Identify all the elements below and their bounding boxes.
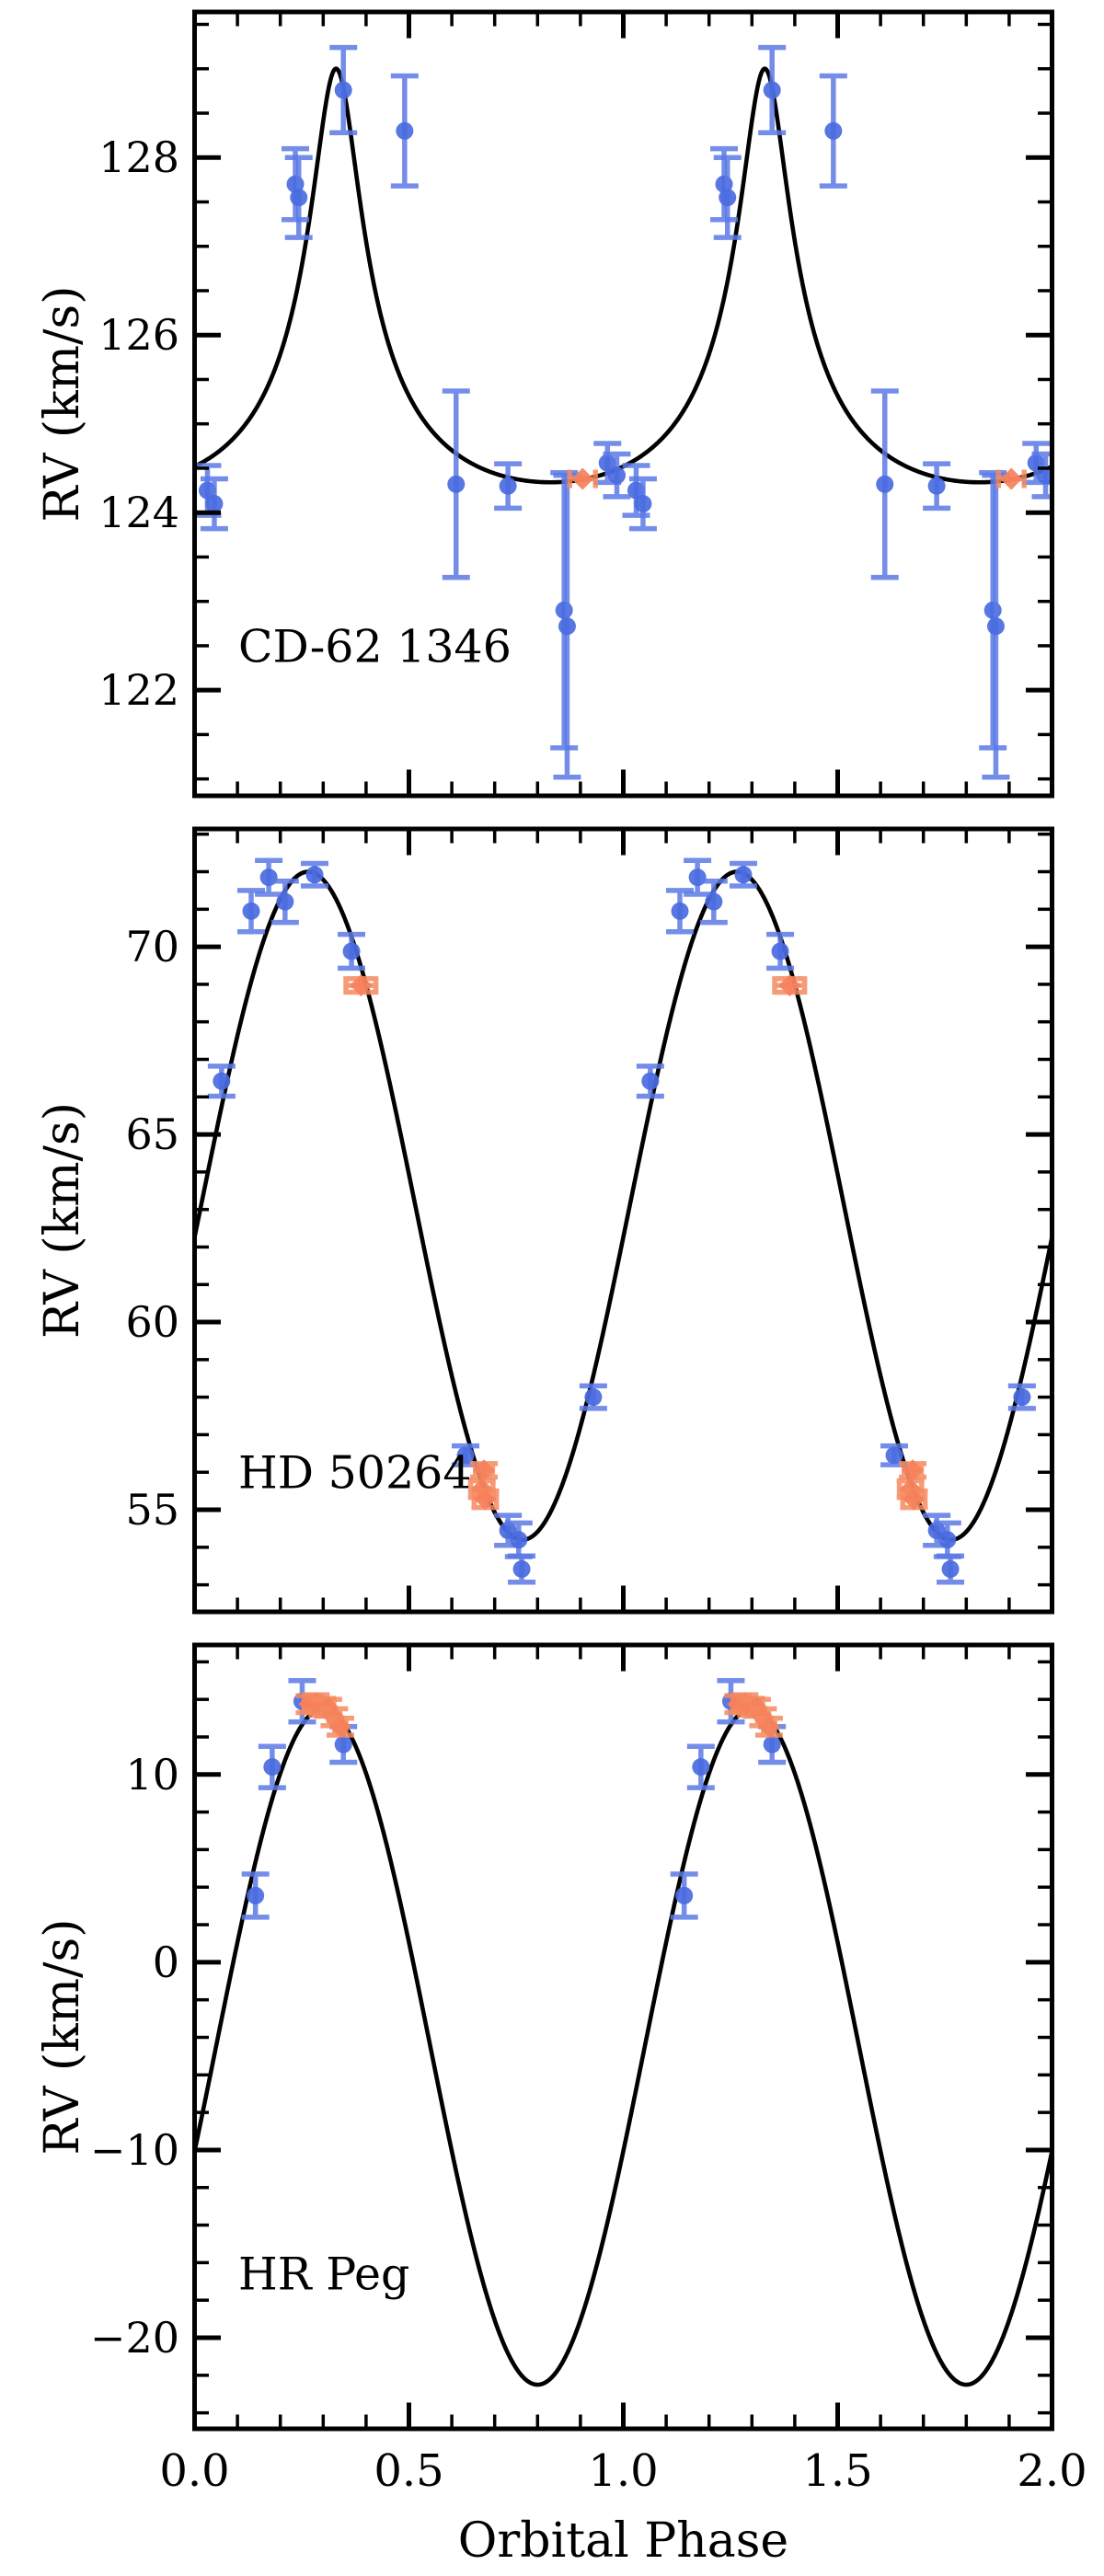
x-tick-label: 0.5 xyxy=(374,2445,443,2497)
data-point-orange-diamond xyxy=(757,1715,780,1738)
x-tick-label: 0.0 xyxy=(159,2445,229,2497)
data-point-blue-circle xyxy=(290,189,308,207)
data-point-blue-circle xyxy=(499,477,517,495)
panel-border xyxy=(192,9,1054,799)
x-tick-label: 1.5 xyxy=(802,2445,872,2497)
series-orange-diamonds xyxy=(295,1692,783,1738)
data-point-blue-circle xyxy=(719,189,737,207)
series-orange-diamonds xyxy=(567,467,1027,490)
y-tick-label: 60 xyxy=(125,1297,179,1347)
data-point-blue-circle xyxy=(263,1758,282,1777)
panel-border xyxy=(192,1642,1054,2432)
data-point-blue-circle xyxy=(692,1758,710,1777)
data-point-blue-circle xyxy=(447,475,466,493)
data-point-blue-circle xyxy=(334,1735,352,1754)
data-point-orange-diamond xyxy=(473,1459,496,1482)
y-axis-label: RV (km/s) xyxy=(35,1102,90,1339)
y-tick-label: 65 xyxy=(125,1110,179,1159)
data-point-blue-circle xyxy=(512,1559,531,1578)
data-point-blue-circle xyxy=(205,495,224,513)
data-point-blue-circle xyxy=(305,866,324,884)
data-point-blue-circle xyxy=(641,1072,660,1090)
axis-ticks xyxy=(192,831,1054,1610)
data-point-orange-diamond xyxy=(778,974,801,997)
panel-title: HR Peg xyxy=(238,2248,409,2301)
data-point-blue-circle xyxy=(608,466,627,485)
panel-hr-peg: −20 −10 0 10 RV (km/s) HR Peg xyxy=(35,1642,1054,2432)
data-point-blue-circle xyxy=(247,1886,265,1904)
data-point-blue-circle xyxy=(342,942,361,960)
data-point-orange-diamond xyxy=(902,1459,925,1482)
y-tick-label: 126 xyxy=(98,310,179,360)
panel-title: CD-62 1346 xyxy=(238,620,512,673)
y-tick-label: 0 xyxy=(153,1938,179,1987)
data-point-blue-circle xyxy=(598,454,616,472)
panel-title: HD 50264 xyxy=(238,1447,471,1500)
axis-ticks xyxy=(192,1647,1054,2427)
y-tick-label: 124 xyxy=(98,488,179,537)
x-tick-label: 1.0 xyxy=(588,2445,658,2497)
data-point-orange-diamond xyxy=(903,1488,926,1511)
data-point-blue-circle xyxy=(675,1886,694,1904)
data-point-blue-circle xyxy=(558,617,576,636)
data-point-blue-circle xyxy=(584,1388,603,1407)
panel-border xyxy=(192,826,1054,1615)
data-point-blue-circle xyxy=(456,1446,475,1465)
y-tick-label: 55 xyxy=(125,1485,179,1535)
data-point-orange-diamond xyxy=(328,1715,351,1738)
data-point-blue-circle xyxy=(824,121,843,140)
data-point-blue-circle xyxy=(938,1531,957,1549)
model-rv-curve xyxy=(194,869,1052,1542)
data-point-blue-circle xyxy=(771,942,789,960)
data-point-blue-circle xyxy=(763,81,781,99)
x-axis-label: Orbital Phase xyxy=(458,2513,788,2569)
y-axis-label: RV (km/s) xyxy=(35,1919,90,2156)
data-point-blue-circle xyxy=(213,1072,231,1090)
data-point-blue-circle xyxy=(334,81,352,99)
data-point-blue-circle xyxy=(396,121,414,140)
model-rv-curve xyxy=(194,66,1052,485)
data-point-blue-circle xyxy=(927,477,946,495)
y-tick-label: 122 xyxy=(98,665,179,715)
data-point-orange-diamond xyxy=(571,467,594,490)
y-tick-label: −10 xyxy=(90,2125,179,2175)
y-tick-label: 10 xyxy=(125,1750,179,1800)
data-point-blue-circle xyxy=(634,495,652,513)
panel-hd-50264: 55 60 65 70 RV (km/s) HD 50264 xyxy=(35,826,1054,1615)
y-tick-label: 128 xyxy=(98,132,179,182)
data-point-blue-circle xyxy=(1037,466,1052,485)
data-point-blue-circle xyxy=(510,1531,528,1549)
data-point-blue-circle xyxy=(555,601,573,619)
x-tick-label: 2.0 xyxy=(1017,2445,1087,2497)
x-axis-labels: 0.0 0.5 1.0 1.5 2.0 Orbital Phase xyxy=(159,2445,1087,2569)
panel-cd-62-1346: 122 124 126 128 RV (km/s) CD-62 1346 xyxy=(35,9,1054,799)
data-point-blue-circle xyxy=(276,892,294,911)
data-point-blue-circle xyxy=(941,1559,960,1578)
y-tick-label: 70 xyxy=(125,922,179,972)
y-axis-label: RV (km/s) xyxy=(35,286,90,523)
data-point-blue-circle xyxy=(876,475,894,493)
data-point-blue-circle xyxy=(885,1446,903,1465)
data-point-blue-circle xyxy=(1013,1388,1031,1407)
data-point-blue-circle xyxy=(242,902,260,920)
data-point-blue-circle xyxy=(983,601,1002,619)
data-point-orange-diamond xyxy=(474,1488,497,1511)
panel-data-area-hd-50264 xyxy=(194,857,1052,1585)
data-point-orange-diamond xyxy=(1000,467,1023,490)
series-blue-circles xyxy=(207,857,1036,1585)
data-point-blue-circle xyxy=(763,1735,781,1754)
axis-ticks xyxy=(192,14,1054,794)
data-point-blue-circle xyxy=(671,902,689,920)
series-blue-circles xyxy=(194,44,1052,780)
panel-data-area-cd-62-1346 xyxy=(194,44,1052,780)
series-orange-diamonds xyxy=(343,974,928,1511)
data-point-blue-circle xyxy=(734,866,753,884)
y-tick-label: −20 xyxy=(90,2313,179,2363)
panel-data-area-hr-peg xyxy=(194,1678,1052,2387)
data-point-blue-circle xyxy=(986,617,1005,636)
data-point-blue-circle xyxy=(705,892,723,911)
data-point-orange-diamond xyxy=(350,974,373,997)
